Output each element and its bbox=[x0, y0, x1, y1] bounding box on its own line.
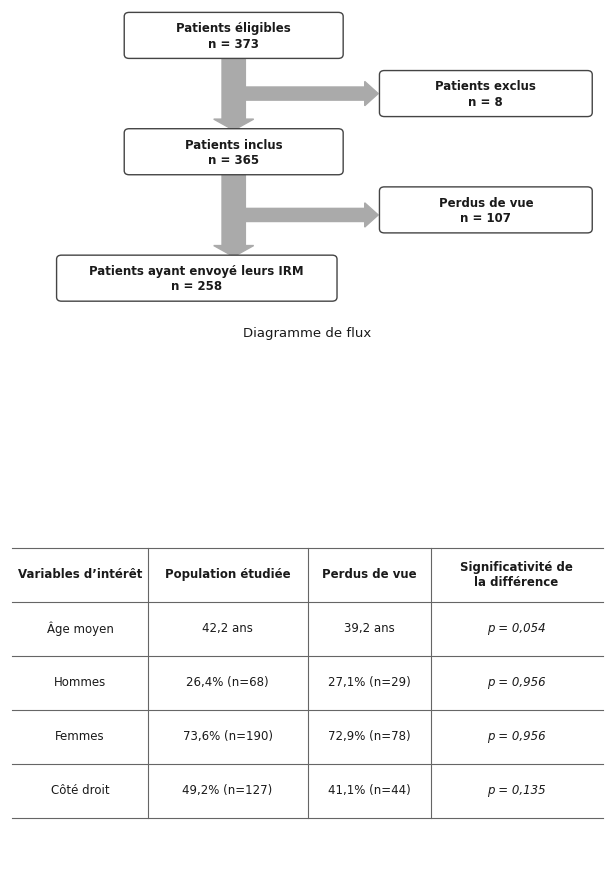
Text: Perdus de vue: Perdus de vue bbox=[322, 569, 416, 581]
Text: Patients inclus: Patients inclus bbox=[185, 139, 282, 152]
Polygon shape bbox=[214, 57, 253, 130]
Polygon shape bbox=[214, 174, 253, 256]
Text: 42,2 ans: 42,2 ans bbox=[202, 623, 253, 635]
Text: n = 107: n = 107 bbox=[461, 212, 511, 225]
Text: Perdus de vue: Perdus de vue bbox=[438, 197, 533, 210]
Polygon shape bbox=[246, 203, 378, 227]
Text: p = 0,054: p = 0,054 bbox=[487, 623, 546, 635]
Text: p = 0,135: p = 0,135 bbox=[487, 785, 546, 797]
Text: Côté droit: Côté droit bbox=[50, 785, 109, 797]
Text: n = 373: n = 373 bbox=[208, 37, 259, 51]
Text: Patients éligibles: Patients éligibles bbox=[177, 23, 291, 36]
Text: 72,9% (n=78): 72,9% (n=78) bbox=[328, 731, 410, 743]
Text: Significativité de
la différence: Significativité de la différence bbox=[460, 561, 573, 589]
Text: 49,2% (n=127): 49,2% (n=127) bbox=[183, 785, 272, 797]
Text: 27,1% (n=29): 27,1% (n=29) bbox=[328, 677, 410, 689]
Text: n = 365: n = 365 bbox=[208, 153, 260, 167]
FancyBboxPatch shape bbox=[379, 71, 592, 117]
Text: p = 0,956: p = 0,956 bbox=[487, 731, 546, 743]
FancyBboxPatch shape bbox=[57, 255, 337, 301]
Text: Diagramme de flux: Diagramme de flux bbox=[244, 327, 371, 340]
Text: 26,4% (n=68): 26,4% (n=68) bbox=[186, 677, 269, 689]
Text: n = 8: n = 8 bbox=[469, 96, 503, 109]
Text: p = 0,956: p = 0,956 bbox=[487, 677, 546, 689]
Text: 73,6% (n=190): 73,6% (n=190) bbox=[183, 731, 272, 743]
Text: Femmes: Femmes bbox=[55, 731, 105, 743]
Text: Variables d’intérêt: Variables d’intérêt bbox=[18, 569, 142, 581]
FancyBboxPatch shape bbox=[124, 12, 343, 58]
Text: Patients exclus: Patients exclus bbox=[435, 80, 536, 93]
Text: Hommes: Hommes bbox=[54, 677, 106, 689]
Text: n = 258: n = 258 bbox=[171, 280, 223, 293]
Text: Âge moyen: Âge moyen bbox=[47, 622, 113, 636]
Polygon shape bbox=[246, 81, 378, 106]
FancyBboxPatch shape bbox=[379, 187, 592, 233]
Text: 39,2 ans: 39,2 ans bbox=[344, 623, 394, 635]
Text: Population étudiée: Population étudiée bbox=[165, 569, 290, 581]
Text: 41,1% (n=44): 41,1% (n=44) bbox=[328, 785, 410, 797]
FancyBboxPatch shape bbox=[124, 129, 343, 174]
Text: Patients ayant envoyé leurs IRM: Patients ayant envoyé leurs IRM bbox=[90, 265, 304, 278]
